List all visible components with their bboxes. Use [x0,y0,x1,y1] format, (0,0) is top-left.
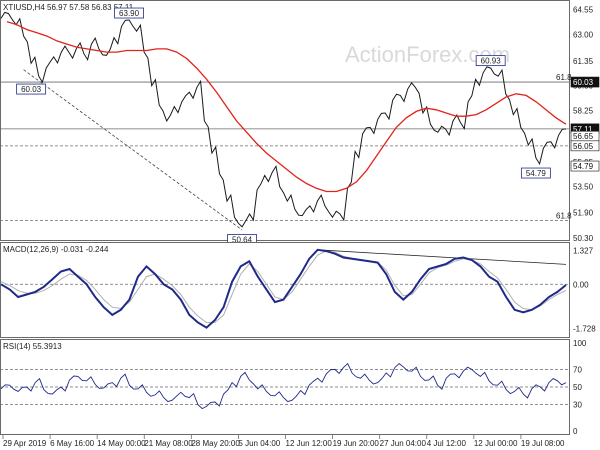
rsi-y-axis: 100 70 50 30 0 [573,339,587,436]
time-tick-label: 29 Apr 2019 [3,439,47,448]
time-tick-label: 27 Jun 04:00 [380,439,427,448]
callout-box [16,83,47,95]
callout-label: 60.93 [481,57,502,66]
rsi-panel: RSI(14) 55.3913 100 70 50 30 0 [0,339,587,436]
time-tick-label: 5 Jun 04:00 [238,439,280,448]
rsi-tick-label: 30 [573,401,582,410]
rsi-line [0,362,567,410]
price-chart-title: XTIUSD,H4 56.97 57.58 56.83 57.11 [3,3,134,12]
price-tag-box [570,140,600,152]
price-tick-label: 63.00 [573,30,594,39]
time-tick-label: 28 May 20:00 [191,439,240,448]
macd-title: MACD(12,26,9) -0.031 -0.244 [3,245,109,254]
callout-box [114,7,144,19]
price-line [0,11,567,228]
price-series [0,11,567,228]
macd-line [0,248,567,329]
price-trendline [23,69,243,231]
macd-trendline-segment [317,249,567,265]
price-tag-label: 60.03 [573,78,594,87]
rsi-series [0,362,567,410]
price-tag-box [570,160,600,172]
rsi-tick-label: 50 [573,383,582,392]
callout-box [475,55,506,67]
macd-tick-label: 0.00 [573,280,589,289]
price-callouts: 63.90 60.03 50.64 60.93 54.79 [16,7,551,245]
time-tick-label: 6 May 16:00 [50,439,95,448]
price-tick-label: 53.50 [573,183,594,192]
rsi-tick-label: 0 [573,427,578,436]
price-tick-label: 50.30 [573,234,594,243]
time-tick-label: 19 Jul 08:00 [521,439,565,448]
price-tag-label: 56.05 [573,142,594,151]
macd-y-axis: 1.327 0.00 -1.728 [573,246,596,333]
price-tick-label: 61.35 [573,57,594,66]
price-trendline-segment [23,69,243,231]
price-tag-box [570,76,600,88]
rsi-tick-label: 70 [573,365,582,374]
rsi-title: RSI(14) 55.3913 [3,342,62,351]
price-panel-frame [0,0,570,241]
moving-average-series [6,20,567,193]
macd-tick-label: -1.728 [573,324,596,333]
callout-label: 60.03 [21,85,42,94]
callout-label: 50.64 [232,236,253,245]
time-tick-label: 14 May 00:00 [97,439,146,448]
price-tick-label: 58.25 [573,107,594,116]
macd-panel: MACD(12,26,9) -0.031 -0.244 1.327 0.00 -1.… [0,242,596,338]
price-panel: ActionForex.com XTIUSD,H4 56.97 57.58 56… [0,0,600,245]
price-tag-label: 56.65 [573,132,594,141]
time-tick-label: 19 Jun 20:00 [333,439,380,448]
time-tick-label: 12 Jun 12:00 [286,439,333,448]
price-tick-label: 64.55 [573,6,594,15]
callout-label: 54.79 [526,169,547,178]
rsi-tick-label: 100 [573,339,587,348]
macd-tick-label: 1.327 [573,246,594,255]
price-tick-label: 51.90 [573,208,594,217]
fib-level-label: 61.8 [556,211,572,220]
moving-average-line [6,20,567,193]
macd-trendline [317,249,567,265]
callout-label: 63.90 [119,9,140,18]
macd-panel-frame [0,242,570,338]
time-tick-label: 4 Jul 12:00 [427,439,467,448]
fib-level-label: 61.8 [556,73,572,82]
macd-series [0,248,567,329]
price-tag-label: 57.11 [573,125,593,134]
callout-box [520,167,551,179]
time-tick-label: 12 Jul 00:00 [474,439,518,448]
price-tag-label: 54.79 [573,162,594,171]
time-tick-label: 21 May 08:00 [144,439,193,448]
fib-level-labels: 61.8 61.8 [556,73,572,220]
rsi-guide-lines [0,368,570,406]
